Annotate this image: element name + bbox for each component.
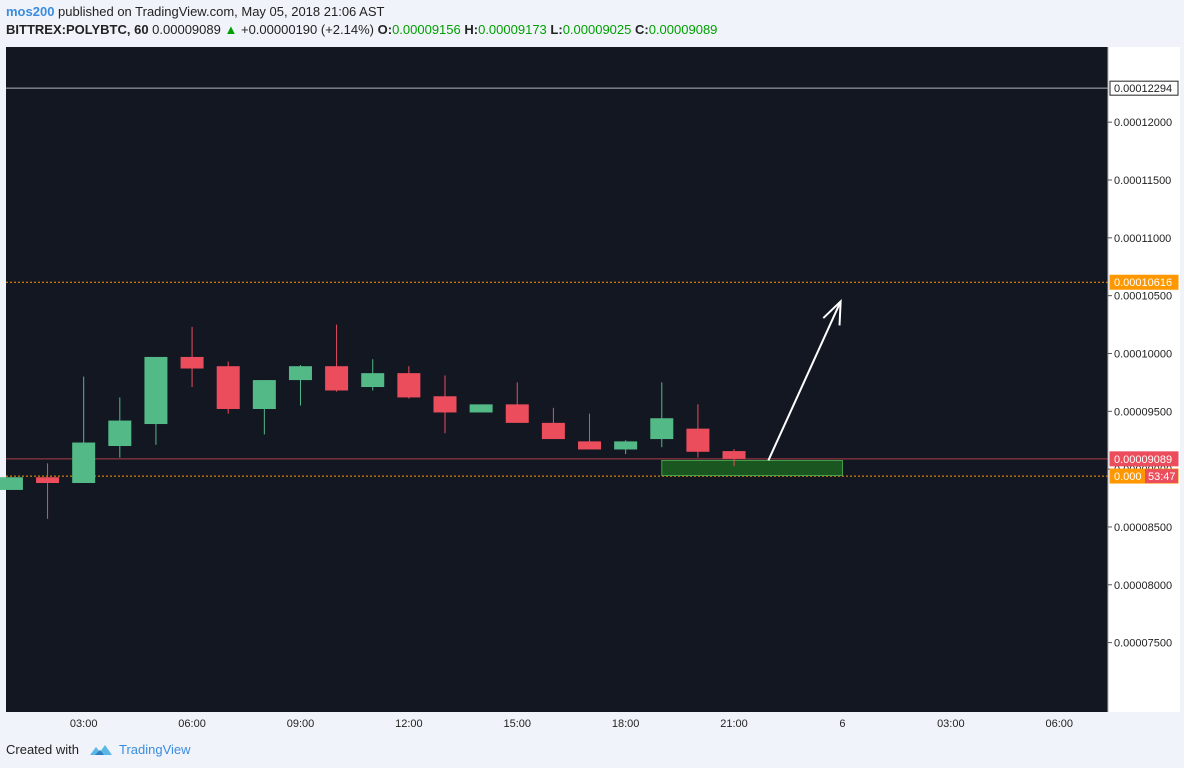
time-axis-label: 6 (839, 718, 845, 730)
publish-info: mos200 published on TradingView.com, May… (6, 4, 384, 19)
time-axis-label: 12:00 (395, 718, 423, 730)
candle-body (614, 441, 638, 450)
price-axis-marker-label: 0.00009089 (1114, 454, 1172, 466)
candle-body (72, 442, 96, 484)
candle-body (288, 366, 312, 381)
time-axis-label: 03:00 (70, 718, 98, 730)
price-axis-label: 0.00009500 (1114, 406, 1172, 418)
footer: Created with TradingView (6, 742, 191, 757)
target-zone-box (661, 459, 843, 476)
last-price: 0.00009089 (152, 22, 221, 37)
price-axis-label: 0.00011500 (1114, 175, 1171, 187)
candle-body (578, 441, 602, 450)
time-axis-label: 21:00 (720, 718, 748, 730)
candle-body (180, 356, 204, 369)
price-change: +0.00000190 (+2.14%) (240, 22, 374, 37)
time-axis-label: 06:00 (178, 718, 206, 730)
candle-body (397, 373, 421, 398)
candle-body (36, 477, 60, 484)
trend-arrowhead (822, 298, 842, 326)
candle-body (505, 404, 529, 423)
candle-body (252, 380, 276, 409)
candle-body (216, 366, 240, 409)
candle-body (433, 396, 457, 413)
price-axis-label: 0.00010000 (1114, 348, 1172, 360)
candle-body (469, 404, 493, 413)
publish-text: published on TradingView.com, May 05, 20… (58, 4, 385, 19)
open-value: 0.00009156 (392, 22, 461, 37)
high-value: 0.00009173 (478, 22, 547, 37)
time-axis-label: 03:00 (937, 718, 965, 730)
price-axis-marker-label: 0.00012294 (1114, 83, 1172, 95)
price-axis-marker (1109, 451, 1179, 467)
open-label: O: (377, 22, 393, 37)
candle-body (108, 420, 132, 446)
low-label: L: (550, 22, 563, 37)
close-value: 0.00009089 (648, 22, 718, 37)
candle-body (686, 428, 710, 452)
time-axis-label: 09:00 (287, 718, 315, 730)
candle-body (541, 422, 565, 440)
candle-body (722, 451, 746, 459)
countdown-marker (1145, 469, 1178, 484)
created-with-text: Created with (6, 742, 79, 757)
candle-body (361, 373, 385, 388)
symbol-info-line: BITTREX:POLYBTC, 60 0.00009089 ▲ +0.0000… (6, 22, 717, 37)
tradingview-logo-icon[interactable] (89, 743, 113, 757)
price-axis-label: 0.00008500 (1114, 522, 1172, 534)
symbol-name: BITTREX:POLYBTC, 60 (6, 22, 149, 37)
price-axis-label: 0.00010500 (1114, 291, 1172, 303)
countdown-label: 53:47 (1148, 471, 1176, 483)
price-axis-label: 0.00012000 (1114, 117, 1172, 129)
price-chart[interactable]: 0.00012000 0.00011500 0.00011000 0.00010500… (0, 47, 1180, 730)
price-axis-label: 0.00007500 (1114, 638, 1172, 650)
price-axis-marker (1109, 274, 1179, 290)
price-axis-marker-label: 0.000 (1114, 471, 1142, 483)
trend-arrow-line (767, 301, 842, 461)
price-axis-label: 0.00011000 (1114, 233, 1171, 245)
candle-body (650, 418, 674, 440)
low-value: 0.00009025 (562, 22, 632, 37)
time-axis-label: 15:00 (503, 718, 531, 730)
price-axis-panel (1108, 47, 1180, 712)
price-axis-marker (1109, 80, 1179, 96)
time-axis-label: 18:00 (612, 718, 640, 730)
chart-area[interactable]: 0.00012000 0.00011500 0.00011000 0.00010500… (0, 47, 1180, 730)
tradingview-link[interactable]: TradingView (118, 742, 191, 757)
candle-body (325, 366, 349, 391)
price-axis-label: 0.00008000 (1114, 580, 1172, 592)
price-axis-marker-label: 0.00010616 (1114, 277, 1172, 289)
plot-background (6, 47, 1108, 712)
candle-body (144, 356, 168, 425)
up-triangle-icon: ▲ (224, 22, 238, 37)
high-label: H: (464, 22, 479, 37)
candle-body (0, 477, 23, 490)
close-label: C: (635, 22, 649, 37)
time-axis-label: 06:00 (1045, 718, 1073, 730)
author-name[interactable]: mos200 (6, 4, 55, 19)
